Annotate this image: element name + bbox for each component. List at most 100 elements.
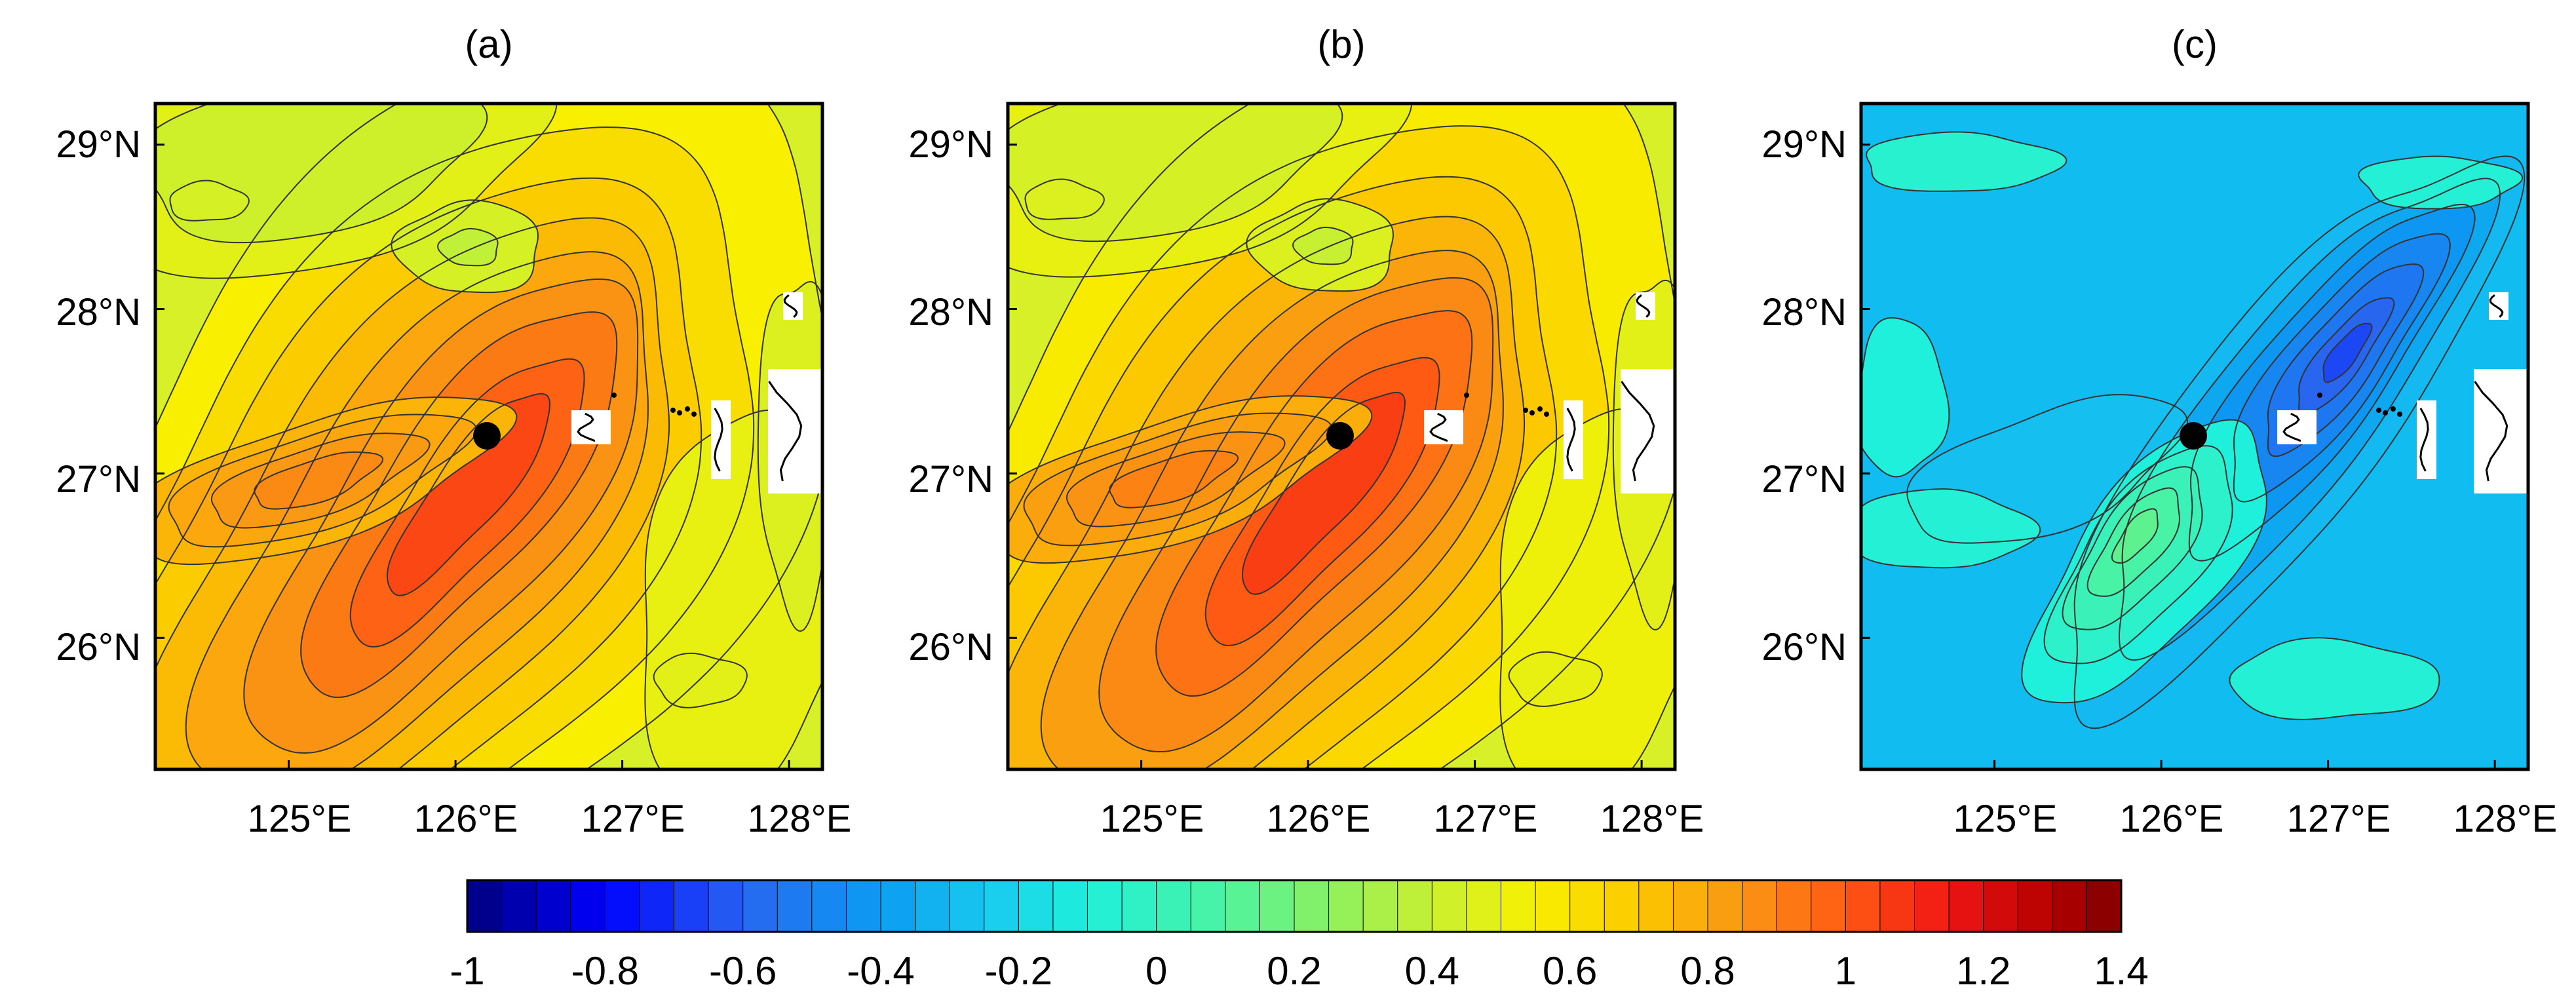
panel-title-a: (a) (465, 22, 512, 66)
contour-line (386, 393, 550, 596)
field-band (1866, 132, 2067, 191)
contour-line (1040, 250, 1504, 769)
islet (685, 406, 690, 412)
x-tick-label-b-128: 128°E (1600, 798, 1704, 840)
map-field-c (1861, 104, 2528, 769)
colorbar-cell (949, 879, 985, 933)
map-field-b (1008, 104, 1675, 769)
contour-line (2062, 466, 2203, 630)
colorbar-cell (1742, 879, 1778, 933)
colorbar-cell (535, 879, 571, 933)
islet (1529, 410, 1535, 415)
colorbar-cell (1776, 879, 1812, 933)
colorbar-frame (466, 879, 2123, 933)
island-coastline (2489, 294, 2504, 318)
contour-line (1008, 176, 1558, 769)
colorbar-cell (1328, 879, 1364, 933)
axis-ticks-b (1008, 144, 1643, 769)
y-tick-label-c-29: 29°N (1761, 123, 1847, 166)
contour-line (757, 280, 822, 632)
y-tick-label-b-29: 29°N (908, 123, 993, 166)
colorbar-cells (467, 879, 2123, 933)
island-coastline (1566, 408, 1576, 472)
islet (1523, 408, 1528, 413)
colorbar-cell (639, 879, 675, 933)
islet (611, 393, 617, 398)
contour-line (1861, 488, 2041, 569)
colorbar-cell (1466, 879, 1502, 933)
y-tick-label-b-28: 28°N (908, 291, 993, 334)
contour-line (155, 104, 558, 279)
colorbar-cell (1018, 879, 1054, 933)
islands-c (2277, 292, 2528, 493)
y-tick-label-a-29: 29°N (56, 123, 141, 166)
contour-line (1066, 431, 1286, 528)
contour-line (168, 414, 478, 548)
contour-line (2229, 637, 2440, 720)
field-band (2229, 638, 2440, 720)
colorbar-cell (1845, 879, 1881, 933)
panel-title-c: (c) (2172, 22, 2218, 66)
y-tick-label-a-27: 27°N (56, 458, 141, 501)
colorbar-label: 1 (1835, 949, 1856, 993)
colorbar-cell (1190, 879, 1226, 933)
colorbar: -1 -0.8 -0.6 -0.4 -0.2 0 0.2 0.4 0.6 0.8 1 1.2 1.4 (450, 879, 2149, 993)
x-tick-label-c-126: 126°E (2120, 798, 2224, 840)
field-band (254, 452, 383, 509)
field-band (170, 180, 249, 221)
islet (691, 412, 697, 417)
colorbar-cell (1672, 879, 1709, 933)
field-band (387, 393, 550, 596)
colorbar-label: -0.2 (985, 949, 1052, 993)
islet (670, 408, 676, 413)
colorbar-cell (1604, 879, 1640, 933)
contour-line (653, 652, 748, 708)
contour-line (1008, 104, 1413, 278)
colorbar-cell (674, 879, 710, 933)
contour-line (1204, 357, 1440, 646)
colorbar-cell (1707, 879, 1743, 933)
y-tick-label-c-28: 28°N (1761, 291, 1847, 334)
contour-line (1008, 395, 1373, 564)
colorbar-cell (708, 879, 744, 933)
colorbar-label: 0.4 (1405, 949, 1459, 993)
contour-line (2073, 155, 2526, 729)
contour-line (1508, 651, 1603, 707)
colorbar-label: 0 (1145, 949, 1167, 993)
contour-lines-c (1861, 131, 2526, 729)
contour-line (2118, 178, 2501, 661)
colorbar-cell (742, 879, 779, 933)
y-tick-label-c-27: 27°N (1761, 458, 1847, 501)
y-tick-label-b-26: 26°N (908, 626, 993, 668)
colorbar-label: -0.6 (709, 949, 777, 993)
colorbar-cell (1638, 879, 1674, 933)
island-coastline (768, 381, 803, 482)
field-band (2111, 509, 2158, 564)
colorbar-cell (2052, 879, 2088, 933)
colorbar-cell (467, 879, 503, 933)
contour-line (243, 278, 639, 754)
island-coastline (577, 412, 596, 442)
colorbar-cell (1983, 879, 2019, 933)
field-band (1509, 651, 1602, 706)
y-tick-label-a-28: 28°N (56, 291, 141, 334)
contour-line (1109, 450, 1239, 509)
x-tick-label-c-127: 127°E (2287, 798, 2391, 840)
contour-line (254, 451, 384, 510)
contour-line (155, 177, 702, 769)
colorbar-label: -0.4 (847, 949, 914, 993)
station-marker-a (473, 422, 501, 450)
y-tick-label-c-26: 26°N (1761, 626, 1847, 668)
contour-line (1098, 277, 1494, 753)
islet (2397, 412, 2402, 417)
field-bands-b (1008, 104, 1675, 769)
contour-line (2322, 322, 2373, 383)
contour-line (391, 199, 539, 294)
contour-line (2043, 445, 2233, 665)
x-tick-label-a-128: 128°E (748, 798, 852, 840)
colorbar-label: -1 (450, 949, 484, 993)
y-tick-label-b-27: 27°N (908, 458, 993, 501)
island-mask (711, 400, 731, 479)
field-band (1025, 179, 1104, 220)
field-band (653, 653, 747, 708)
